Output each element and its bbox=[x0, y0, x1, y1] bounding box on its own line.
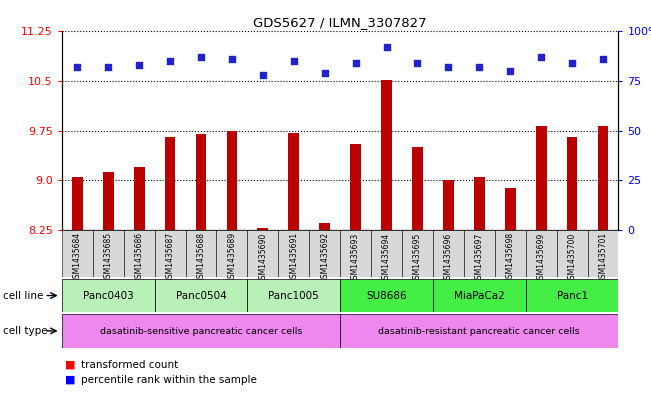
Bar bbox=[278, 230, 309, 277]
Point bbox=[381, 44, 392, 50]
Point bbox=[165, 58, 175, 64]
Text: GSM1435700: GSM1435700 bbox=[568, 232, 577, 283]
Bar bbox=[103, 173, 114, 230]
Bar bbox=[525, 279, 618, 312]
Point bbox=[505, 68, 516, 74]
Bar bbox=[227, 130, 238, 230]
Bar bbox=[309, 230, 340, 277]
Bar bbox=[566, 137, 577, 230]
Text: GSM1435692: GSM1435692 bbox=[320, 232, 329, 283]
Bar bbox=[381, 80, 392, 230]
Text: SU8686: SU8686 bbox=[367, 291, 407, 301]
Point bbox=[227, 56, 237, 62]
Text: dasatinib-resistant pancreatic cancer cells: dasatinib-resistant pancreatic cancer ce… bbox=[378, 327, 580, 336]
Bar bbox=[133, 167, 145, 230]
Text: Panc1: Panc1 bbox=[557, 291, 588, 301]
Text: GSM1435690: GSM1435690 bbox=[258, 232, 268, 283]
Point bbox=[320, 70, 330, 76]
Bar bbox=[557, 230, 587, 277]
Point bbox=[103, 64, 113, 70]
Title: GDS5627 / ILMN_3307827: GDS5627 / ILMN_3307827 bbox=[253, 16, 427, 29]
Bar bbox=[474, 177, 485, 230]
Text: MiaPaCa2: MiaPaCa2 bbox=[454, 291, 505, 301]
Bar bbox=[165, 137, 176, 230]
Point bbox=[474, 64, 484, 70]
Bar bbox=[195, 134, 206, 230]
Text: Panc0504: Panc0504 bbox=[176, 291, 227, 301]
Bar bbox=[433, 230, 464, 277]
Bar bbox=[247, 230, 278, 277]
Text: GSM1435697: GSM1435697 bbox=[475, 232, 484, 283]
Bar bbox=[340, 230, 371, 277]
Text: GSM1435688: GSM1435688 bbox=[197, 232, 206, 283]
Bar bbox=[598, 126, 609, 230]
Text: percentile rank within the sample: percentile rank within the sample bbox=[81, 375, 257, 385]
Bar bbox=[92, 230, 124, 277]
Bar bbox=[371, 230, 402, 277]
Bar bbox=[525, 230, 557, 277]
Text: GSM1435701: GSM1435701 bbox=[598, 232, 607, 283]
Bar bbox=[247, 279, 340, 312]
Bar bbox=[62, 314, 340, 348]
Bar bbox=[587, 230, 618, 277]
Bar bbox=[464, 230, 495, 277]
Bar bbox=[319, 223, 330, 230]
Text: GSM1435694: GSM1435694 bbox=[382, 232, 391, 283]
Text: GSM1435695: GSM1435695 bbox=[413, 232, 422, 283]
Bar bbox=[505, 188, 516, 230]
Text: GSM1435689: GSM1435689 bbox=[227, 232, 236, 283]
Bar bbox=[154, 230, 186, 277]
Point bbox=[134, 62, 145, 68]
Point bbox=[72, 64, 83, 70]
Text: Panc1005: Panc1005 bbox=[268, 291, 319, 301]
Bar bbox=[402, 230, 433, 277]
Text: GSM1435698: GSM1435698 bbox=[506, 232, 515, 283]
Bar bbox=[288, 133, 299, 230]
Point bbox=[536, 54, 546, 61]
Text: ■: ■ bbox=[65, 360, 76, 370]
Bar bbox=[340, 279, 433, 312]
Point bbox=[598, 56, 608, 62]
Text: cell type: cell type bbox=[3, 326, 48, 336]
Point bbox=[412, 60, 422, 66]
Text: cell line: cell line bbox=[3, 290, 44, 301]
Text: GSM1435685: GSM1435685 bbox=[104, 232, 113, 283]
Bar bbox=[433, 279, 525, 312]
Bar bbox=[340, 314, 618, 348]
Bar bbox=[72, 177, 83, 230]
Point bbox=[567, 60, 577, 66]
Text: transformed count: transformed count bbox=[81, 360, 178, 370]
Bar bbox=[186, 230, 216, 277]
Point bbox=[196, 54, 206, 61]
Text: GSM1435686: GSM1435686 bbox=[135, 232, 144, 283]
Text: GSM1435693: GSM1435693 bbox=[351, 232, 360, 283]
Bar bbox=[495, 230, 525, 277]
Text: ■: ■ bbox=[65, 375, 76, 385]
Text: GSM1435684: GSM1435684 bbox=[73, 232, 82, 283]
Bar bbox=[216, 230, 247, 277]
Bar bbox=[257, 228, 268, 230]
Point bbox=[288, 58, 299, 64]
Point bbox=[350, 60, 361, 66]
Bar bbox=[62, 279, 154, 312]
Bar bbox=[62, 230, 92, 277]
Bar bbox=[412, 147, 423, 230]
Bar bbox=[443, 180, 454, 230]
Point bbox=[258, 72, 268, 78]
Bar bbox=[536, 126, 547, 230]
Text: Panc0403: Panc0403 bbox=[83, 291, 133, 301]
Text: GSM1435687: GSM1435687 bbox=[165, 232, 174, 283]
Bar bbox=[154, 279, 247, 312]
Text: GSM1435696: GSM1435696 bbox=[444, 232, 453, 283]
Text: GSM1435691: GSM1435691 bbox=[289, 232, 298, 283]
Bar bbox=[350, 144, 361, 230]
Text: GSM1435699: GSM1435699 bbox=[536, 232, 546, 283]
Text: dasatinib-sensitive pancreatic cancer cells: dasatinib-sensitive pancreatic cancer ce… bbox=[100, 327, 302, 336]
Bar bbox=[124, 230, 154, 277]
Point bbox=[443, 64, 454, 70]
